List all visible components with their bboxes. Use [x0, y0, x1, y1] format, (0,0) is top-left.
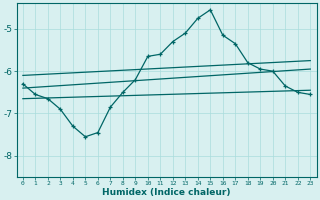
X-axis label: Humidex (Indice chaleur): Humidex (Indice chaleur): [102, 188, 231, 197]
